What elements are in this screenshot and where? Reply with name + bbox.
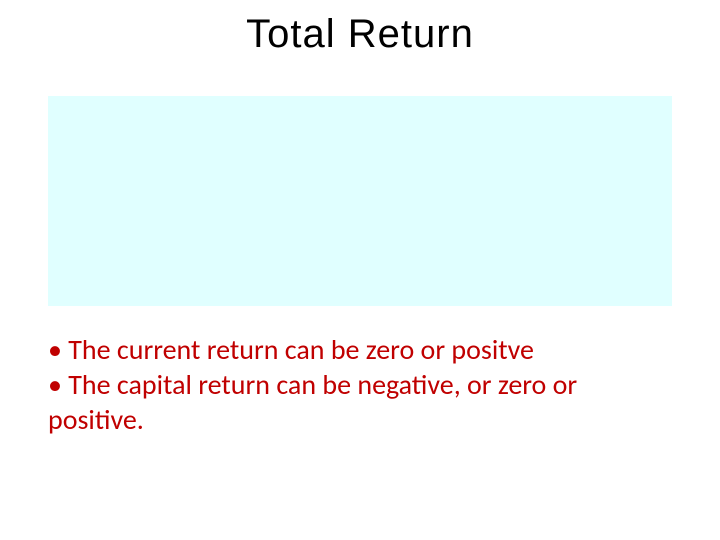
bullet-line: positive. bbox=[48, 402, 672, 437]
bullet-line: • The current return can be zero or posi… bbox=[48, 332, 672, 367]
bullet-list: • The current return can be zero or posi… bbox=[48, 332, 672, 437]
slide: Total Return • The current return can be… bbox=[0, 0, 720, 540]
slide-title: Total Return bbox=[0, 12, 720, 57]
bullet-line: • The capital return can be negative, or… bbox=[48, 367, 672, 402]
content-box bbox=[48, 96, 672, 306]
